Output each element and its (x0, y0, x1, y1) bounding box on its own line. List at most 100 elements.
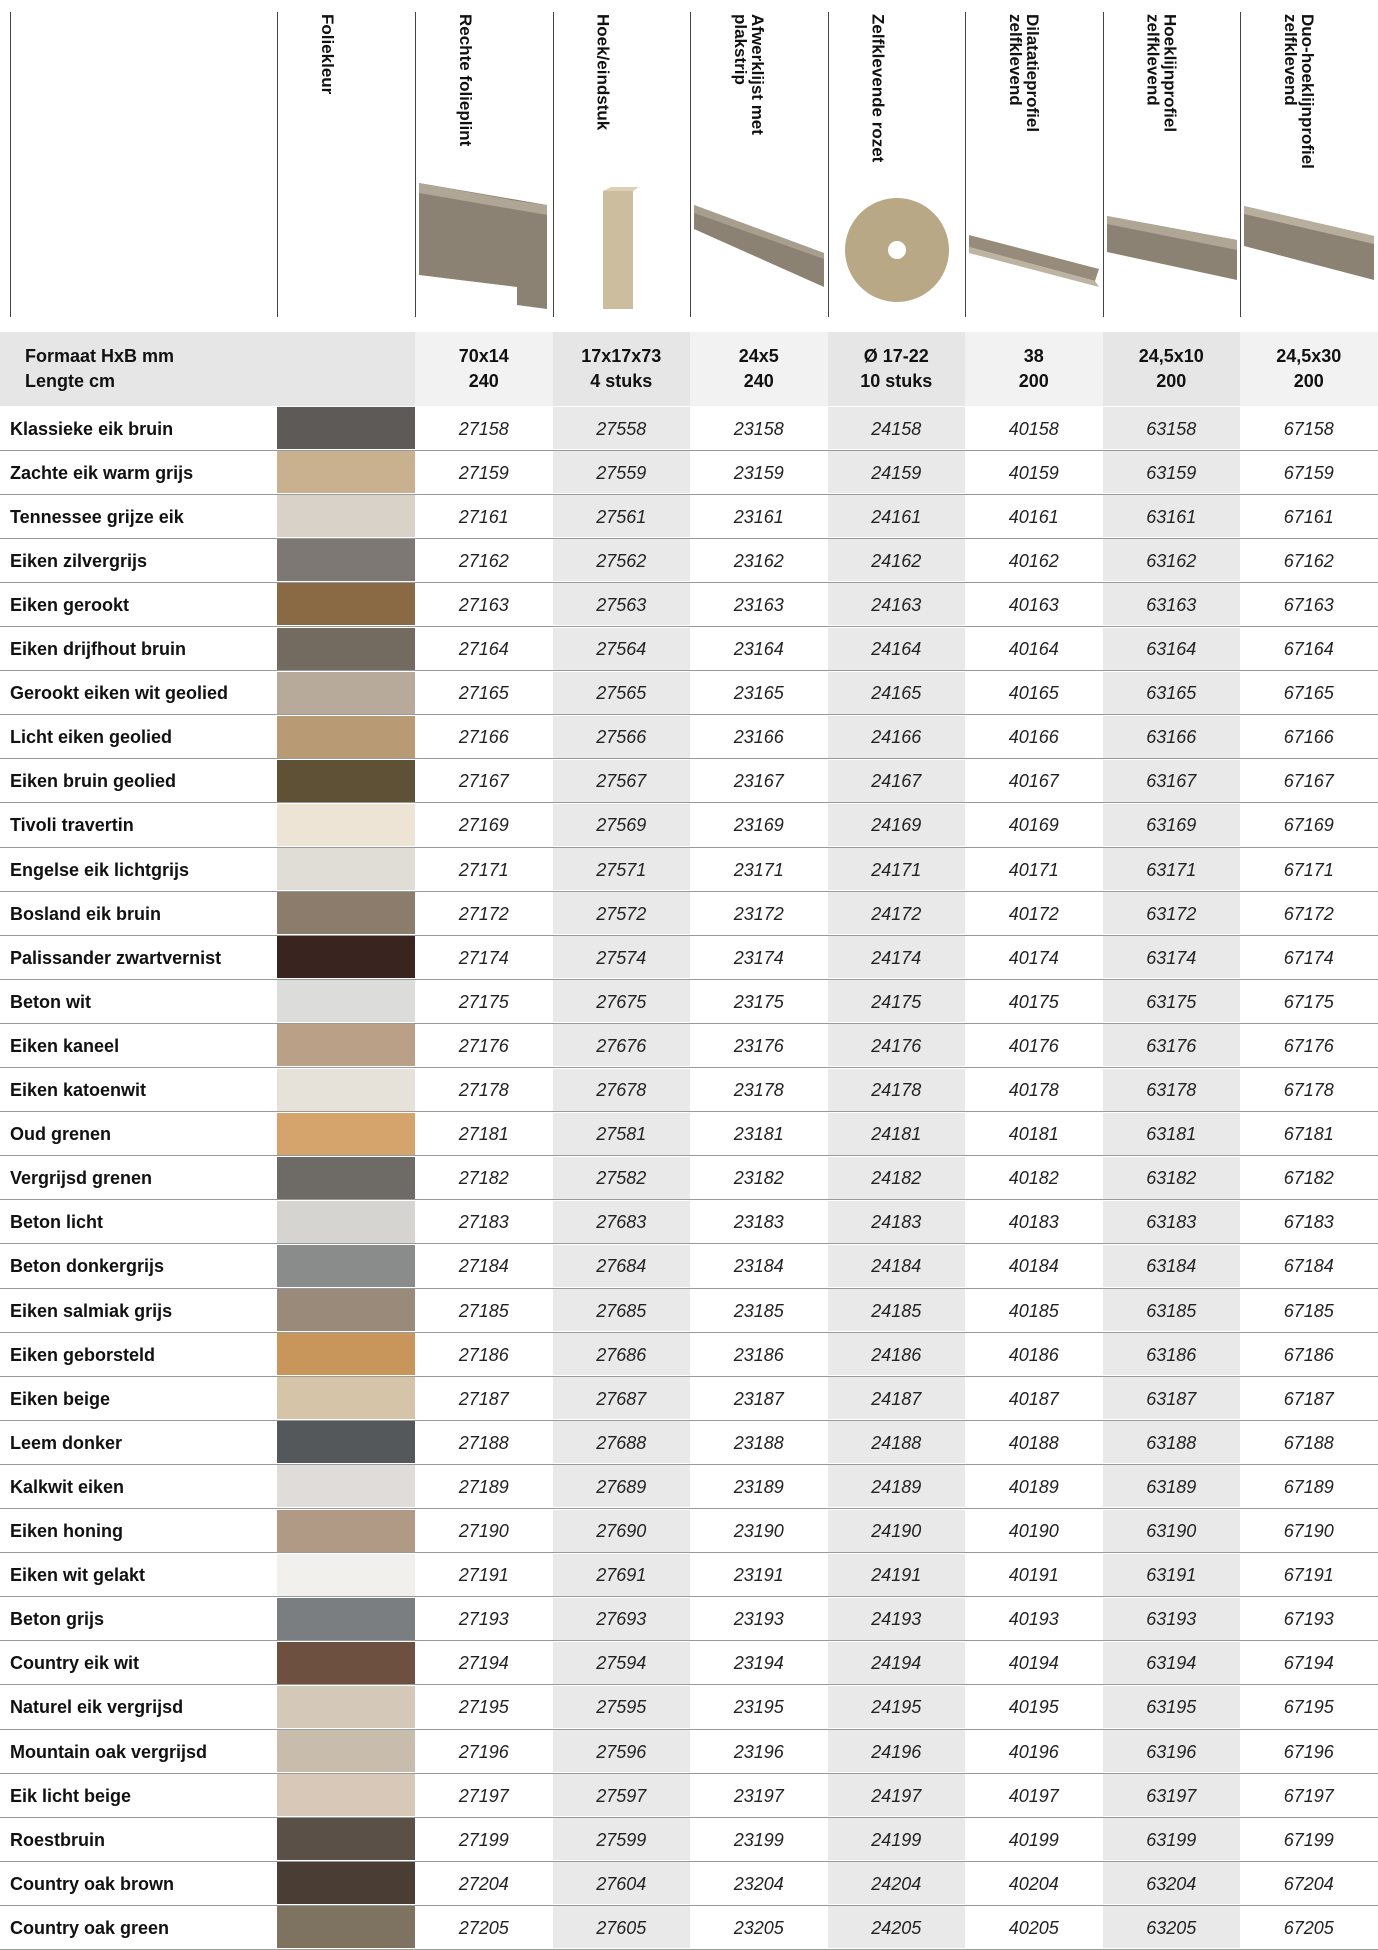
row-line (0, 1684, 1378, 1686)
column-shade (552, 1333, 690, 1376)
color-swatch (277, 848, 415, 891)
article-code: 27189 (458, 1476, 509, 1497)
article-code: 63178 (1146, 1080, 1197, 1101)
color-swatch (277, 1553, 415, 1596)
article-code: 27581 (596, 1124, 647, 1145)
column-header: Rechte folieplint (456, 14, 475, 147)
article-code: 67182 (1283, 1168, 1334, 1189)
article-code: 24163 (871, 594, 922, 615)
article-code: 27196 (458, 1741, 509, 1762)
column-shade (827, 1906, 965, 1949)
article-code: 67161 (1283, 506, 1334, 527)
article-code: 27171 (458, 859, 509, 880)
size-value: 24,5x30 200 (1240, 332, 1378, 406)
article-code: 63182 (1146, 1168, 1197, 1189)
color-name: Beton donkergrijs (10, 1256, 165, 1277)
column-shade (1102, 1862, 1240, 1905)
column-shade (552, 407, 690, 450)
article-code: 27564 (596, 639, 647, 660)
row-line (0, 1067, 1378, 1068)
column-shade (1102, 1421, 1240, 1464)
article-code: 63172 (1146, 903, 1197, 924)
article-code: 63204 (1146, 1873, 1197, 1894)
article-code: 27159 (458, 462, 509, 483)
column-shade (1102, 451, 1240, 494)
color-swatch (277, 495, 415, 538)
article-code: 27193 (458, 1609, 509, 1630)
color-name: Tennessee grijze eik (10, 506, 184, 527)
color-swatch (277, 1244, 415, 1287)
article-code: 40204 (1008, 1873, 1059, 1894)
size-value-line: 200 (1293, 371, 1324, 391)
column-shade (827, 1377, 965, 1420)
article-code: 40158 (1008, 418, 1059, 439)
article-code: 23204 (733, 1873, 784, 1894)
article-code: 63197 (1146, 1785, 1197, 1806)
article-code: 67181 (1283, 1124, 1334, 1145)
article-code: 67193 (1283, 1609, 1334, 1630)
column-shade (552, 715, 690, 758)
row-line (0, 1243, 1378, 1245)
article-code: 67194 (1283, 1653, 1334, 1674)
column-shade (827, 936, 965, 979)
color-swatch (277, 759, 415, 802)
product-image (969, 235, 1099, 287)
color-name: Zachte eik warm grijs (10, 462, 194, 483)
article-code: 23194 (733, 1653, 784, 1674)
article-code: 40176 (1008, 1035, 1059, 1056)
article-code: 24161 (871, 506, 922, 527)
row-line (0, 890, 1378, 892)
article-code: 27183 (458, 1212, 509, 1233)
article-code: 23188 (733, 1432, 784, 1453)
article-code: 23183 (733, 1212, 784, 1233)
article-code: 27571 (596, 859, 647, 880)
column-header: Hoeklijnprofiel zelfklevend (1143, 14, 1180, 133)
size-value: 70x14 240 (415, 332, 553, 406)
color-swatch (277, 451, 415, 494)
column-shade (827, 495, 965, 538)
column-shade (552, 583, 690, 626)
article-code: 24183 (871, 1212, 922, 1233)
column-shade (827, 1024, 965, 1067)
column-shade (552, 1906, 690, 1949)
article-code: 27178 (458, 1080, 509, 1101)
column-shade (827, 1333, 965, 1376)
article-code: 63184 (1146, 1256, 1197, 1277)
color-name: Leem donker (10, 1432, 123, 1453)
article-code: 40194 (1008, 1653, 1059, 1674)
size-value: 24x5 240 (690, 332, 828, 406)
article-code: 27172 (458, 903, 509, 924)
column-shade (1102, 539, 1240, 582)
size-value: Ø 17-22 10 stuks (828, 332, 966, 406)
color-swatch (277, 1862, 415, 1905)
article-code: 67162 (1283, 550, 1334, 571)
column-header: Afwerklijst met plakstrip (731, 14, 767, 135)
article-code: 63169 (1146, 815, 1197, 836)
color-swatch (277, 1641, 415, 1684)
article-code: 40188 (1008, 1432, 1059, 1453)
row-line (0, 934, 1378, 936)
column-shade (827, 583, 965, 626)
article-code: 67167 (1283, 771, 1334, 792)
article-code: 40159 (1008, 462, 1059, 483)
article-code: 27161 (458, 506, 509, 527)
article-code: 27594 (596, 1653, 647, 1674)
color-swatch (277, 1730, 415, 1773)
article-code: 67178 (1283, 1080, 1334, 1101)
column-shade (1102, 1289, 1240, 1332)
article-code: 23171 (733, 859, 784, 880)
article-code: 67190 (1283, 1521, 1334, 1542)
article-code: 27565 (596, 683, 647, 704)
column-shade (552, 1200, 690, 1243)
article-code: 63199 (1146, 1829, 1197, 1850)
row-line (0, 1860, 1378, 1862)
color-name: Eiken geborsteld (10, 1344, 156, 1365)
color-swatch (277, 1465, 415, 1508)
column-shade (552, 1509, 690, 1552)
column-shade (552, 1597, 690, 1640)
article-code: 27569 (596, 815, 647, 836)
article-code: 23181 (733, 1124, 784, 1145)
column-shade (552, 759, 690, 802)
article-code: 23169 (733, 815, 784, 836)
article-code: 24176 (871, 1035, 922, 1056)
